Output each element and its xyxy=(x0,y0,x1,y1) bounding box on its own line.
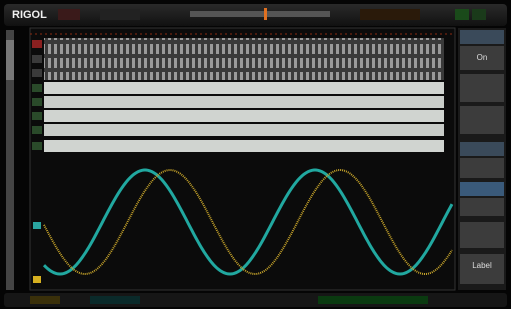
run-status xyxy=(58,9,80,20)
brand: RIGOL xyxy=(12,9,47,21)
ch2-marker xyxy=(33,222,41,229)
channel-tag xyxy=(32,126,42,134)
scope-screen: RIGOL On Label xyxy=(0,0,511,309)
menu-item[interactable] xyxy=(460,74,504,102)
digital-row xyxy=(44,124,444,136)
trigger-pos xyxy=(264,8,267,20)
channel-tag xyxy=(32,98,42,106)
bottom-bar xyxy=(4,293,507,307)
menu-label: Label xyxy=(472,261,492,270)
digital-row xyxy=(44,66,444,80)
menu-item[interactable] xyxy=(460,198,504,216)
channel-tag xyxy=(32,69,42,77)
channel-tag xyxy=(32,84,42,92)
channel-tag xyxy=(32,40,42,48)
menu-header xyxy=(460,30,504,44)
menu-label: On xyxy=(477,53,488,62)
left-tab xyxy=(6,40,14,80)
ch1-status xyxy=(30,296,60,304)
menu-item[interactable] xyxy=(460,106,504,134)
menu-header xyxy=(460,142,504,156)
digital-row xyxy=(44,110,444,122)
status-icon xyxy=(455,9,469,20)
channel-tag xyxy=(32,112,42,120)
digital-row xyxy=(44,52,444,66)
ch1-marker xyxy=(33,276,41,283)
trigger-info xyxy=(360,9,420,20)
digital-status xyxy=(318,296,428,304)
menu-header xyxy=(460,182,504,196)
channel-tag xyxy=(32,142,42,150)
digital-row xyxy=(44,82,444,94)
channel-tag xyxy=(32,55,42,63)
digital-row xyxy=(44,38,444,52)
menu-item[interactable] xyxy=(460,222,504,248)
memory-bar xyxy=(190,11,330,17)
status-icon xyxy=(472,9,486,20)
timebase xyxy=(100,9,140,20)
digital-row xyxy=(44,140,444,152)
menu-item[interactable] xyxy=(460,158,504,178)
digital-row xyxy=(44,96,444,108)
ch2-status xyxy=(90,296,140,304)
